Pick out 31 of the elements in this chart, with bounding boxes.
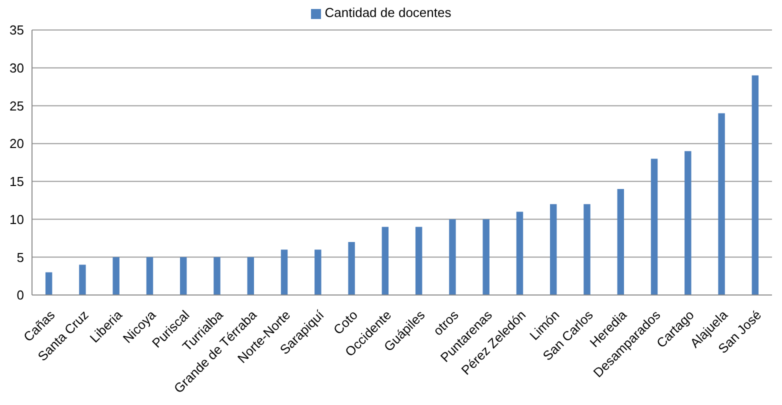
bar (79, 264, 86, 295)
bar (752, 75, 759, 295)
bar (449, 219, 456, 295)
y-tick-label: 0 (16, 288, 24, 303)
bar (482, 219, 490, 295)
bar (516, 212, 524, 295)
y-tick-label: 5 (16, 250, 24, 265)
bar (314, 250, 322, 295)
y-tick-label: 35 (10, 22, 24, 38)
bar (146, 257, 154, 295)
y-tick-label: 15 (10, 174, 24, 190)
y-tick-label: 10 (10, 212, 24, 227)
y-tick-label: 20 (10, 136, 24, 152)
bar (180, 257, 187, 295)
legend-label: Cantidad de docentes (324, 5, 452, 20)
bar (382, 226, 389, 295)
bar (214, 257, 220, 295)
bar (684, 151, 692, 295)
bar (617, 189, 624, 295)
y-tick-label: 30 (10, 60, 24, 76)
bar (415, 226, 422, 295)
bar (247, 257, 254, 295)
y-tick-label: 25 (10, 98, 24, 114)
bar (112, 257, 120, 295)
bar (718, 113, 725, 295)
bar (650, 158, 658, 295)
bar (45, 272, 52, 295)
bar (280, 250, 288, 295)
bar (550, 204, 557, 295)
bar (348, 242, 355, 295)
bar (584, 204, 590, 295)
